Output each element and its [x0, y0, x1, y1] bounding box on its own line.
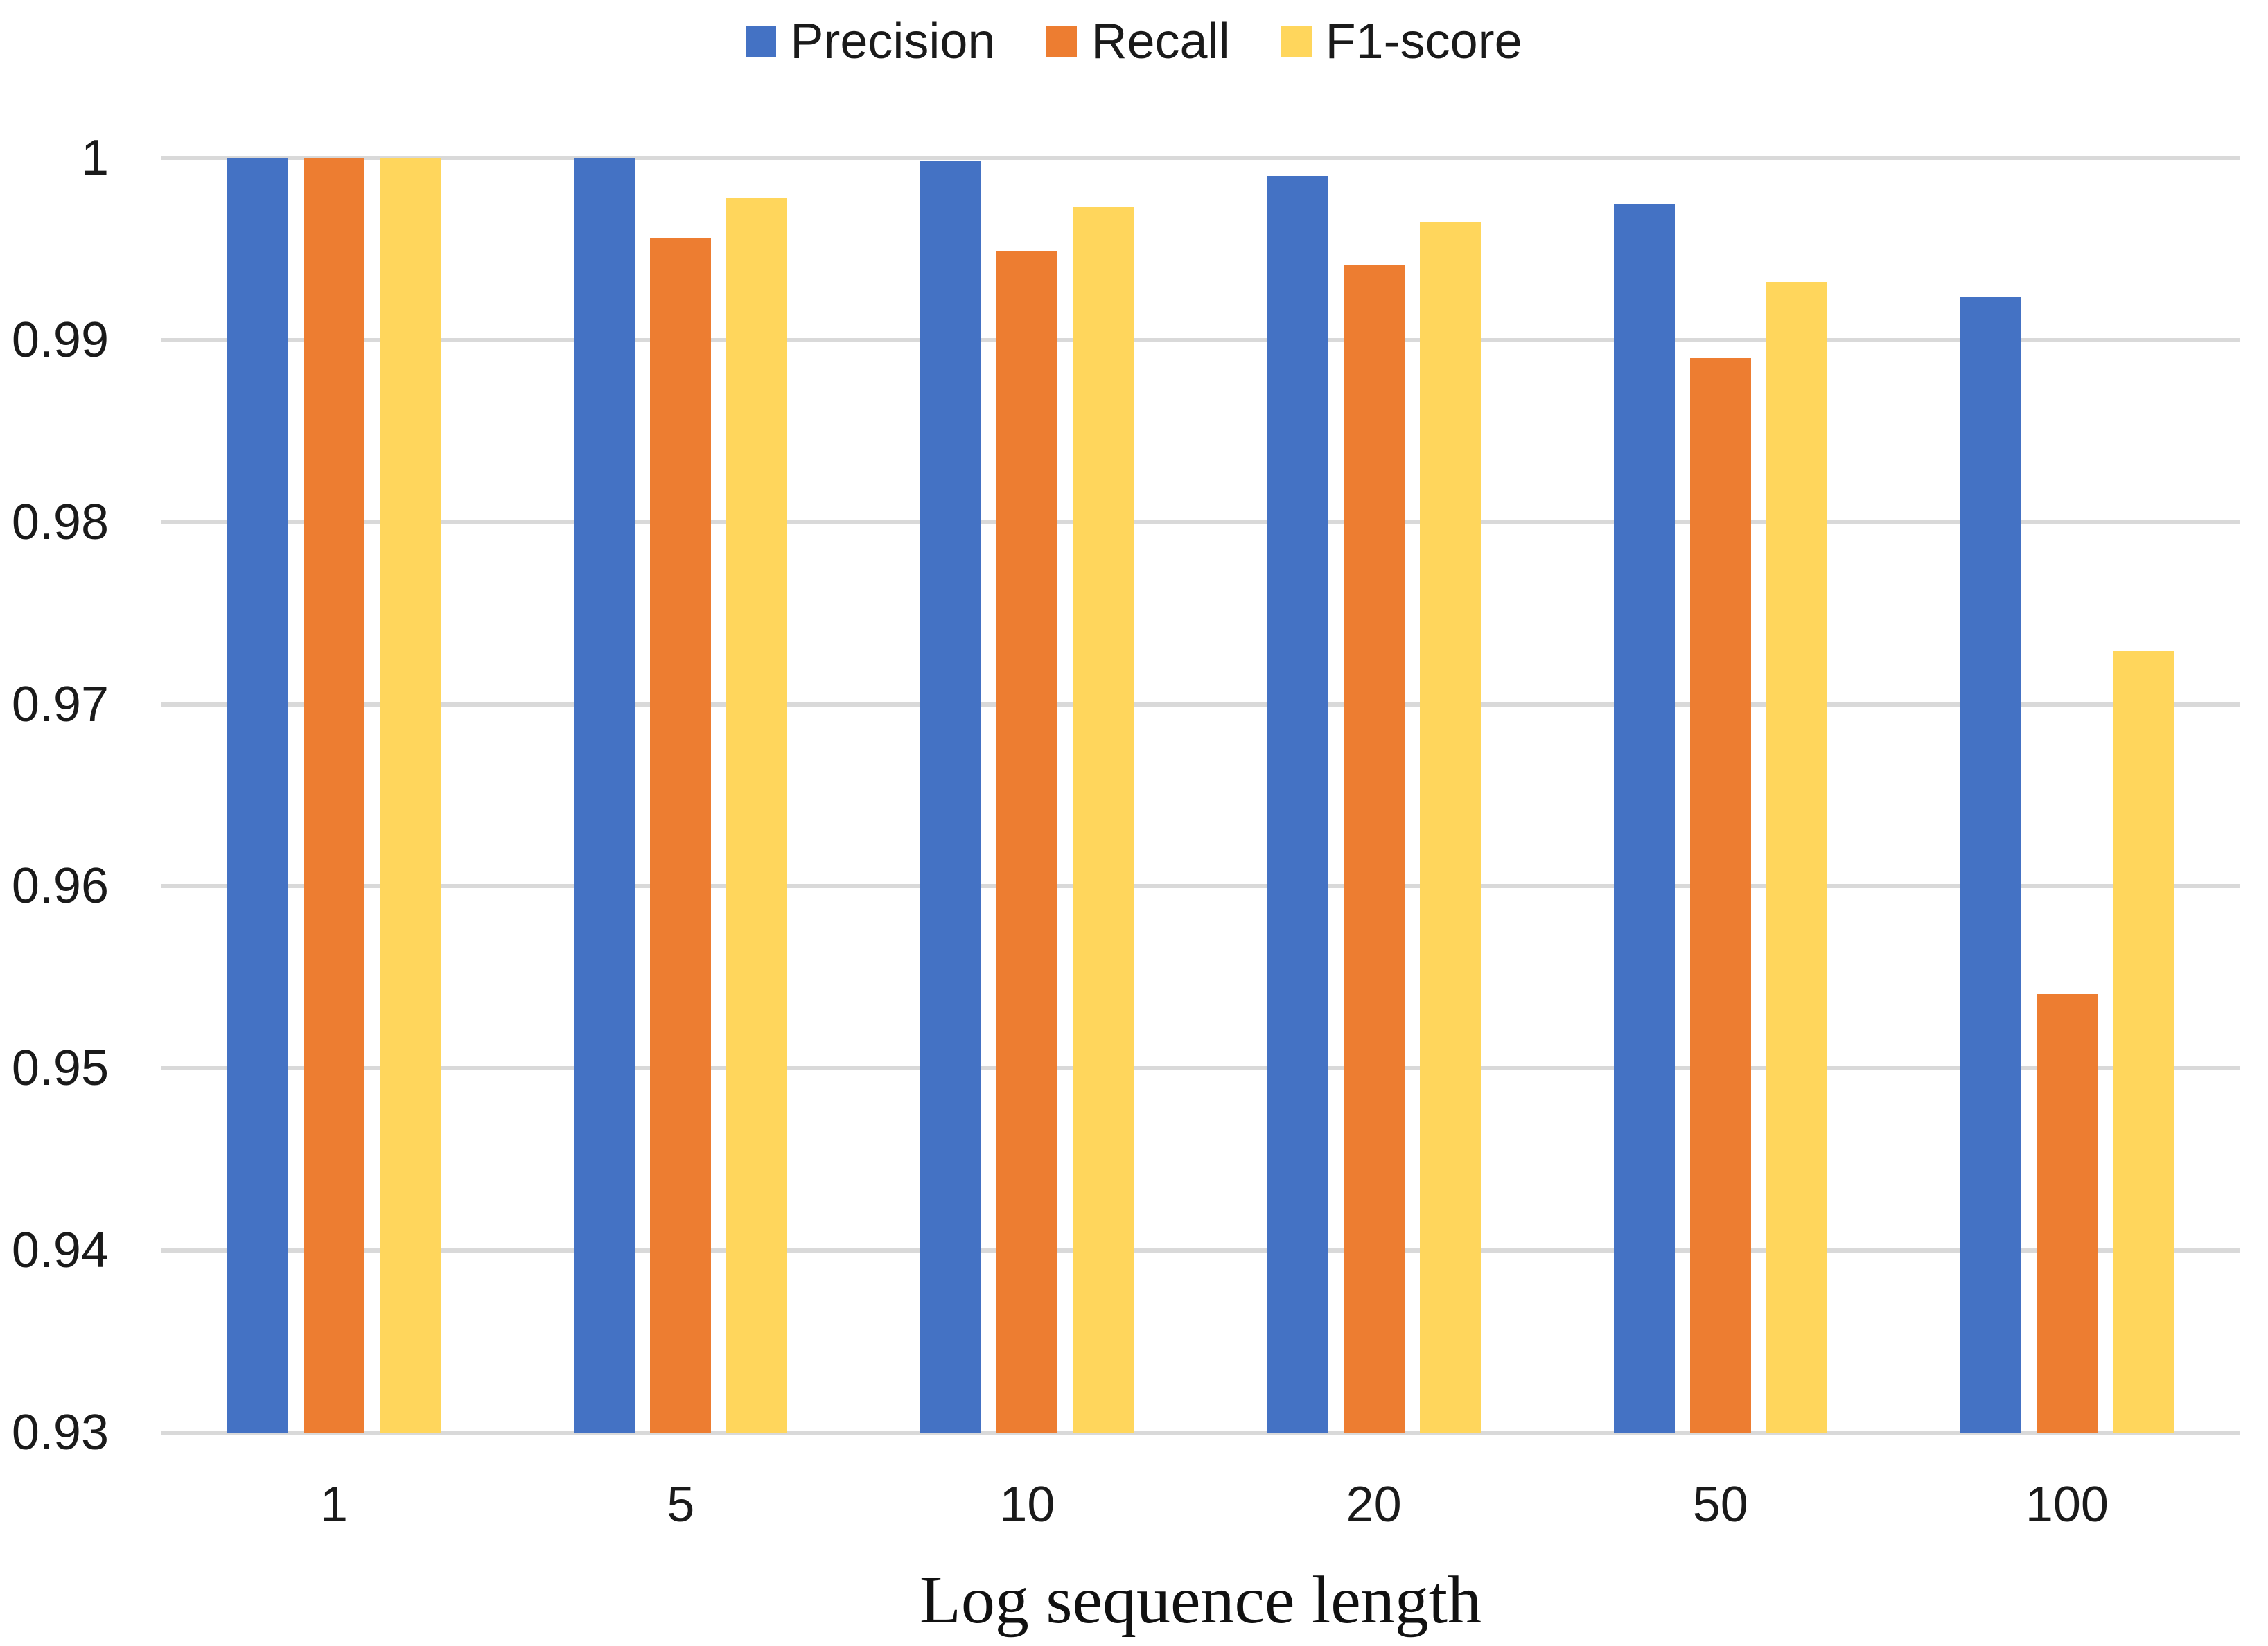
x-axis-title: Log sequence length	[920, 1563, 1482, 1638]
y-tick-label: 0.96	[11, 858, 109, 914]
bar-f1-score-x20	[1419, 222, 1481, 1433]
gridline	[161, 1248, 2240, 1253]
y-tick-label: 0.93	[11, 1405, 109, 1460]
y-tick-label: 0.95	[11, 1041, 109, 1097]
bar-recall-x20	[1343, 265, 1405, 1433]
gridline	[161, 520, 2240, 524]
x-axis-tick-labels: 1 5 10 20 50 100	[161, 1471, 2240, 1538]
legend-label: Precision	[790, 14, 996, 69]
legend-item-recall: Recall	[1046, 11, 1230, 72]
bars-layer	[161, 158, 2240, 1433]
legend-item-f1-score: F1-score	[1281, 11, 1522, 72]
legend-label: F1-score	[1325, 14, 1522, 69]
x-tick-label: 100	[2025, 1477, 2109, 1532]
bar-f1-score-x1	[380, 158, 441, 1433]
bar-precision-x5	[574, 158, 635, 1433]
bar-precision-x1	[227, 158, 289, 1433]
bar-precision-x50	[1613, 203, 1675, 1433]
gridline	[161, 884, 2240, 889]
legend-label: Recall	[1091, 14, 1230, 69]
y-tick-label: 0.99	[11, 312, 109, 368]
bar-recall-x50	[1689, 358, 1751, 1433]
legend-item-precision: Precision	[746, 11, 995, 72]
bar-recall-x1	[304, 158, 365, 1433]
y-tick-label: 0.98	[11, 494, 109, 550]
bar-precision-x10	[920, 161, 982, 1433]
bar-f1-score-x50	[1766, 281, 1827, 1433]
bar-f1-score-x100	[2112, 651, 2174, 1433]
gridline	[161, 156, 2240, 160]
gridline	[161, 1066, 2240, 1071]
bar-precision-x100	[1960, 296, 2021, 1433]
y-tick-label: 1	[80, 130, 109, 186]
y-tick-label: 0.94	[11, 1223, 109, 1279]
x-axis-line	[161, 1431, 2240, 1435]
x-tick-label: 20	[1346, 1477, 1402, 1532]
x-tick-label: 1	[320, 1477, 349, 1532]
bar-recall-x5	[650, 238, 712, 1433]
gridline	[161, 337, 2240, 342]
x-tick-label: 10	[999, 1477, 1055, 1532]
bar-precision-x20	[1267, 176, 1328, 1433]
x-tick-label: 5	[667, 1477, 695, 1532]
y-axis-tick-labels: 1 0.99 0.98 0.97 0.96 0.95 0.94 0.93	[0, 130, 109, 1460]
legend-swatch-precision	[746, 26, 777, 57]
chart-legend: Precision Recall F1-score	[0, 10, 2268, 73]
bar-recall-x100	[2036, 993, 2098, 1433]
plot-area	[161, 156, 2240, 1435]
bar-f1-score-x5	[726, 197, 788, 1433]
bar-recall-x10	[996, 251, 1058, 1433]
legend-swatch-recall	[1046, 26, 1078, 57]
bar-f1-score-x10	[1073, 206, 1134, 1433]
gridline	[161, 702, 2240, 707]
x-tick-label: 50	[1692, 1477, 1748, 1532]
y-tick-label: 0.97	[11, 676, 109, 732]
legend-swatch-f1-score	[1281, 26, 1312, 57]
